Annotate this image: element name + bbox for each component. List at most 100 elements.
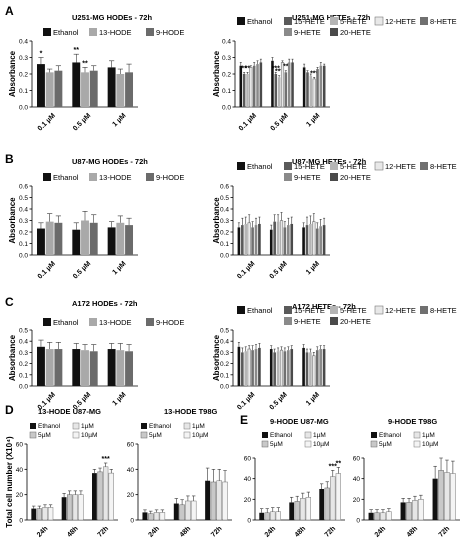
legend-label: 5-HETE xyxy=(340,162,367,171)
bar xyxy=(116,222,125,255)
bar xyxy=(159,512,166,521)
y-tick-label: 0.1 xyxy=(220,372,229,379)
bar xyxy=(249,67,253,108)
legend-label: 8-HETE xyxy=(430,162,457,171)
x-tick-label: 1 µM xyxy=(112,391,128,407)
y-tick-label: 0.4 xyxy=(220,339,229,346)
y-tick-label: 0.5 xyxy=(19,328,28,335)
legend-label: 15-HETE xyxy=(294,162,325,171)
chart-title: A172 HETEs - 72h xyxy=(292,302,356,311)
chart-title: 9-HODE T98G xyxy=(388,417,437,426)
bar xyxy=(264,512,270,521)
bar xyxy=(78,494,84,521)
y-tick-label: 0.2 xyxy=(19,72,28,79)
y-tick-label: 0.5 xyxy=(220,328,229,335)
x-tick-label: 1 µM xyxy=(305,260,321,276)
bar xyxy=(312,221,316,256)
bar xyxy=(251,350,254,386)
bar xyxy=(322,225,326,255)
legend-swatch xyxy=(330,162,338,170)
bar xyxy=(42,507,48,521)
bar xyxy=(269,349,273,386)
bar xyxy=(102,466,109,521)
bar xyxy=(210,481,217,521)
bar xyxy=(309,75,313,107)
legend-swatch xyxy=(146,173,154,181)
legend-swatch xyxy=(43,173,51,181)
chart-title: A172 HODEs - 72h xyxy=(72,299,138,308)
legend-label: 15-HETE xyxy=(294,306,325,315)
bar xyxy=(305,225,309,255)
bar xyxy=(89,222,98,255)
bar xyxy=(216,480,222,521)
bar xyxy=(54,222,63,255)
bar xyxy=(400,502,406,520)
bar xyxy=(45,221,54,255)
legend-label: Ethanol xyxy=(247,306,273,315)
legend-label: 5µM xyxy=(270,441,283,448)
legend-label: Ethanol xyxy=(53,28,79,37)
legend-label: Ethanol xyxy=(247,17,273,26)
chart-A-hode: A U251-MG HODEs - 72h Absorbance 0.0 0.1 0.2 0… xyxy=(5,4,184,132)
significance-marker: *** xyxy=(102,456,110,463)
legend-swatch xyxy=(146,28,154,36)
bar xyxy=(185,500,191,521)
legend-label: Ethanol xyxy=(53,318,79,327)
bar xyxy=(254,225,258,255)
significance-marker: ** xyxy=(241,65,247,72)
bar xyxy=(108,472,114,521)
x-tick-label: 0.1 µM xyxy=(37,112,57,132)
bar xyxy=(125,351,134,386)
bar xyxy=(322,65,326,107)
y-tick-label: 20 xyxy=(16,492,24,499)
panel-letter: E xyxy=(240,413,248,427)
bar xyxy=(287,225,290,255)
bar xyxy=(247,222,251,256)
bar xyxy=(444,472,450,521)
legend-label: 1µM xyxy=(81,423,94,430)
bar xyxy=(246,74,249,107)
bar xyxy=(81,350,89,386)
bar xyxy=(241,225,244,255)
legend-swatch xyxy=(141,423,147,429)
legend-label: 10µM xyxy=(81,432,97,439)
legend-swatch xyxy=(420,306,428,314)
chart-D2: 13-HODE T98G 0 20 40 60 24h 48h 72h Ethanol 1µM 5µ… xyxy=(127,407,232,539)
legend-label: 10µM xyxy=(192,432,208,439)
bar xyxy=(54,349,63,386)
x-tick-label: 72h xyxy=(324,525,337,538)
bar xyxy=(116,350,125,386)
legend-label: 5-HETE xyxy=(340,17,367,26)
x-tick-label: 0.1 µM xyxy=(236,260,256,280)
bar xyxy=(67,494,73,521)
bar xyxy=(305,352,309,386)
bar xyxy=(244,223,248,255)
bar xyxy=(72,349,81,386)
y-tick-label: 0 xyxy=(19,518,23,525)
y-tick-label: 0.4 xyxy=(19,339,28,346)
legend-swatch xyxy=(284,173,292,181)
bar xyxy=(190,500,197,521)
bar xyxy=(319,349,322,386)
bar xyxy=(406,502,412,521)
significance-marker: *** xyxy=(272,65,280,72)
bar xyxy=(31,508,37,520)
legend-swatch xyxy=(29,431,37,439)
bar xyxy=(322,349,326,386)
bar xyxy=(259,62,263,107)
x-tick-label: 48h xyxy=(294,525,307,538)
legend-swatch xyxy=(374,161,384,171)
bar xyxy=(271,60,274,107)
y-tick-label: 0.4 xyxy=(19,207,28,214)
bar xyxy=(306,72,309,107)
bar xyxy=(316,69,319,107)
x-tick-label: 0.5 µM xyxy=(270,112,290,132)
x-tick-label: 72h xyxy=(438,525,451,538)
legend-label: 9-HODE xyxy=(156,173,184,182)
bar xyxy=(36,346,45,386)
significance-marker: ** xyxy=(245,65,251,72)
y-tick-label: 0.1 xyxy=(19,88,28,95)
panel-letter: B xyxy=(5,152,14,166)
x-tick-label: 24h xyxy=(374,525,387,538)
legend-swatch xyxy=(374,16,384,26)
